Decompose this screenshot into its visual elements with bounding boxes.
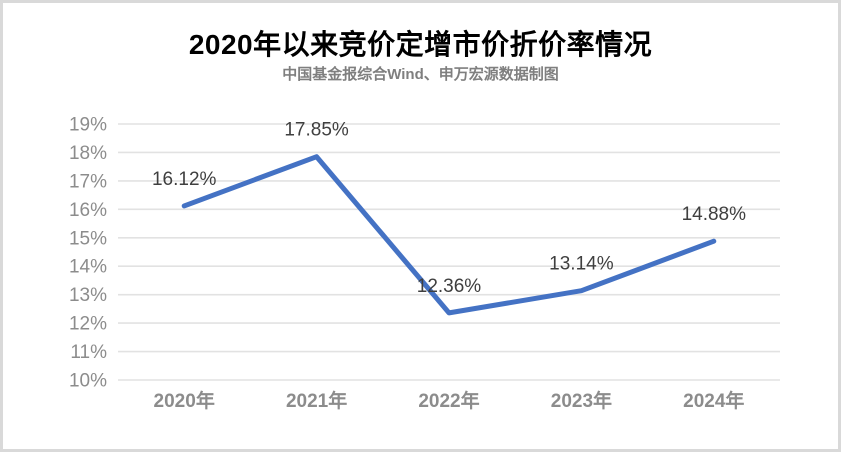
data-point-label: 14.88% bbox=[682, 204, 747, 225]
x-axis-tick-label: 2021年 bbox=[286, 389, 347, 412]
line-chart: 10% 11% 12% 13% 14% 15% 16% 17% 18% 19% 2020年 2021年… bbox=[69, 115, 780, 412]
chart-title: 2020年以来竞价定增市价折价率情况 bbox=[188, 29, 653, 60]
x-axis-tick-label: 2024年 bbox=[683, 389, 744, 412]
y-axis-tick-label: 10% bbox=[69, 371, 107, 392]
data-point-label: 13.14% bbox=[549, 254, 614, 275]
data-point-label: 16.12% bbox=[152, 169, 217, 190]
y-axis-tick-label: 14% bbox=[69, 257, 107, 278]
chart-subtitle: 中国基金报综合Wind、申万宏源数据制图 bbox=[282, 66, 559, 83]
series-line bbox=[181, 154, 717, 316]
y-axis-tick-label: 11% bbox=[70, 342, 107, 363]
y-axis-tick-label: 19% bbox=[69, 115, 107, 136]
x-axis-tick-label: 2020年 bbox=[154, 389, 215, 412]
y-axis-tick-label: 18% bbox=[69, 143, 107, 164]
data-point-label: 17.85% bbox=[284, 120, 349, 141]
y-axis-tick-label: 17% bbox=[69, 171, 107, 192]
y-axis-tick-label: 12% bbox=[69, 314, 107, 335]
x-axis-tick-label: 2022年 bbox=[418, 389, 479, 412]
x-axis-tick-label: 2023年 bbox=[551, 389, 612, 412]
y-axis-tick-label: 16% bbox=[69, 200, 107, 221]
y-axis-tick-label: 15% bbox=[69, 228, 107, 249]
y-axis-tick-label: 13% bbox=[69, 285, 107, 306]
data-point-label: 12.36% bbox=[417, 276, 482, 297]
